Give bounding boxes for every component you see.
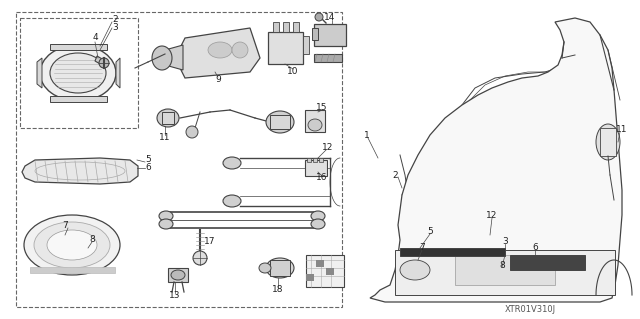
Bar — [316, 260, 324, 267]
Ellipse shape — [186, 126, 198, 138]
Ellipse shape — [315, 13, 323, 21]
Bar — [314, 54, 342, 62]
Text: 11: 11 — [616, 125, 628, 135]
Polygon shape — [283, 22, 289, 32]
Text: 13: 13 — [169, 292, 180, 300]
Polygon shape — [50, 44, 107, 50]
Text: 16: 16 — [316, 174, 328, 182]
Text: 15: 15 — [316, 103, 328, 113]
Ellipse shape — [24, 215, 120, 275]
Text: 5: 5 — [427, 227, 433, 236]
Text: 3: 3 — [502, 238, 508, 247]
Text: 4: 4 — [92, 33, 98, 42]
Polygon shape — [30, 267, 115, 273]
Polygon shape — [293, 22, 299, 32]
Text: 3: 3 — [112, 23, 118, 32]
Text: 9: 9 — [215, 76, 221, 85]
Bar — [305, 160, 327, 176]
Bar — [326, 268, 334, 275]
Bar — [303, 36, 309, 54]
Text: XTR01V310J: XTR01V310J — [504, 306, 556, 315]
Bar — [305, 110, 325, 132]
Bar — [313, 158, 317, 162]
Ellipse shape — [34, 222, 110, 268]
Text: 6: 6 — [532, 243, 538, 253]
Ellipse shape — [208, 42, 232, 58]
Bar — [168, 268, 188, 282]
Polygon shape — [50, 96, 107, 102]
Bar — [395, 250, 615, 295]
Text: 7: 7 — [62, 221, 68, 231]
Bar — [319, 158, 323, 162]
Text: 14: 14 — [324, 13, 336, 23]
Text: 18: 18 — [272, 286, 284, 294]
Polygon shape — [116, 58, 120, 88]
Text: 12: 12 — [323, 144, 333, 152]
Bar — [312, 28, 318, 40]
Ellipse shape — [400, 260, 430, 280]
Text: 2: 2 — [112, 16, 118, 25]
Text: 6: 6 — [145, 164, 151, 173]
Ellipse shape — [311, 219, 325, 229]
Ellipse shape — [193, 251, 207, 265]
Text: 2: 2 — [392, 170, 398, 180]
Bar — [270, 260, 290, 276]
Bar — [20, 18, 138, 128]
Ellipse shape — [171, 270, 185, 280]
Text: 17: 17 — [204, 238, 216, 247]
Polygon shape — [273, 22, 279, 32]
Ellipse shape — [152, 46, 172, 70]
Ellipse shape — [159, 219, 173, 229]
Bar — [314, 24, 346, 46]
Polygon shape — [370, 18, 622, 302]
Ellipse shape — [308, 119, 322, 131]
Text: 10: 10 — [287, 68, 299, 77]
Text: 8: 8 — [499, 261, 505, 270]
Bar — [307, 158, 311, 162]
Bar — [306, 255, 344, 287]
Text: 12: 12 — [486, 211, 498, 219]
Ellipse shape — [99, 58, 109, 68]
Ellipse shape — [259, 263, 271, 273]
Text: 8: 8 — [89, 235, 95, 244]
Bar — [162, 112, 174, 124]
Ellipse shape — [157, 109, 179, 127]
Ellipse shape — [40, 45, 116, 101]
Text: 5: 5 — [145, 155, 151, 165]
Bar — [16, 12, 342, 307]
Bar — [510, 255, 585, 270]
Text: 1: 1 — [364, 130, 370, 139]
Ellipse shape — [311, 211, 325, 221]
Bar — [268, 32, 303, 64]
Ellipse shape — [50, 53, 106, 93]
Polygon shape — [37, 58, 42, 88]
Text: 7: 7 — [419, 243, 425, 253]
Bar — [400, 248, 505, 256]
Ellipse shape — [266, 111, 294, 133]
Polygon shape — [95, 56, 104, 65]
Bar — [306, 274, 314, 281]
Bar — [455, 255, 555, 285]
Ellipse shape — [232, 42, 248, 58]
Ellipse shape — [159, 211, 173, 221]
Ellipse shape — [596, 124, 620, 160]
Bar — [270, 115, 290, 129]
Ellipse shape — [223, 195, 241, 207]
Ellipse shape — [223, 157, 241, 169]
Bar — [600, 128, 616, 156]
Ellipse shape — [47, 230, 97, 260]
Polygon shape — [165, 45, 183, 70]
Text: 11: 11 — [159, 133, 171, 143]
Ellipse shape — [266, 258, 294, 278]
Polygon shape — [175, 28, 260, 78]
Polygon shape — [22, 158, 138, 184]
